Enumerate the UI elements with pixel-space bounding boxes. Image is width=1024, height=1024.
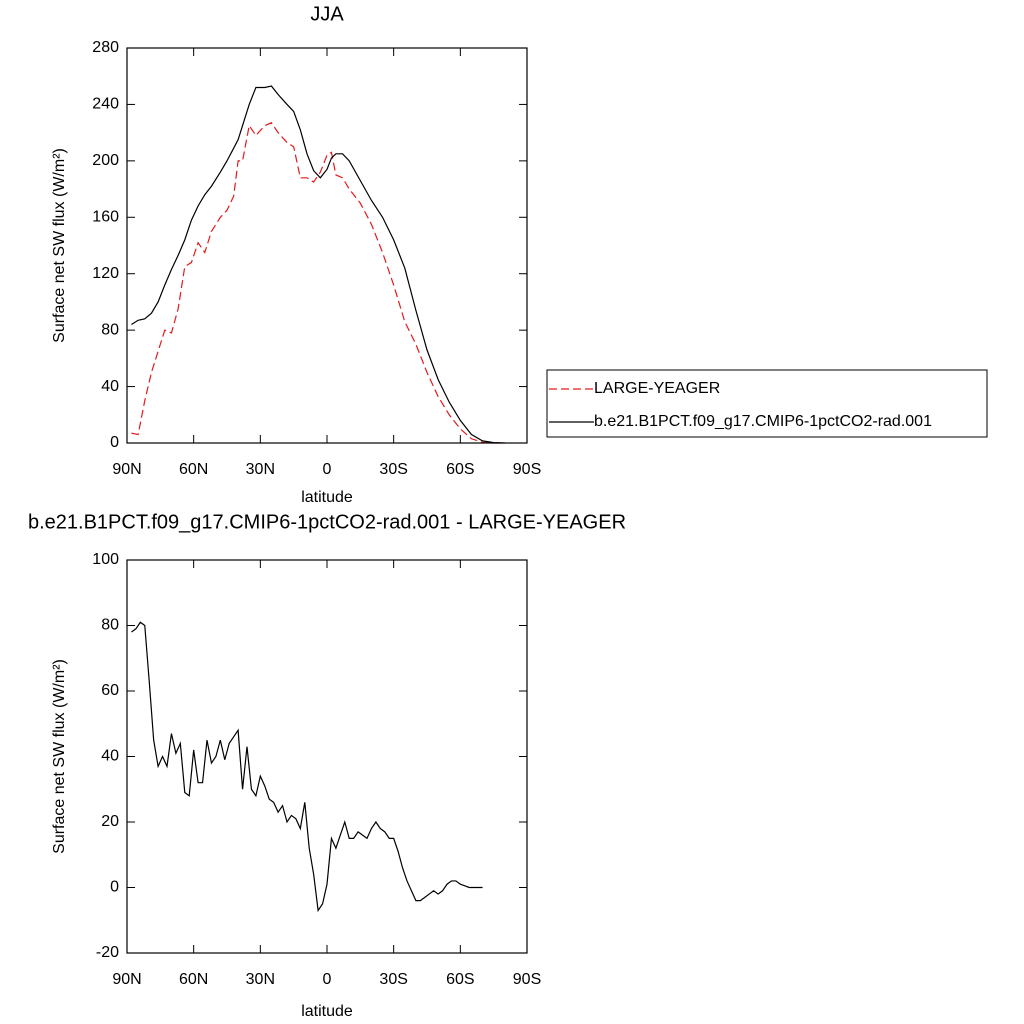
y-tick-label: 280 bbox=[92, 39, 119, 56]
y-tick-label: 100 bbox=[92, 551, 119, 568]
plot-frame bbox=[126, 47, 528, 444]
x-tick-label: 90S bbox=[513, 461, 541, 478]
y-tick-label: 160 bbox=[92, 209, 119, 226]
x-axis-label: latitude bbox=[301, 489, 353, 506]
y-tick-label: 200 bbox=[92, 152, 119, 169]
x-tick-label: 60S bbox=[446, 461, 474, 478]
chart-title: b.e21.B1PCT.f09_g17.CMIP6-1pctCO2-rad.00… bbox=[28, 511, 626, 533]
y-axis-label: Surface net SW flux (W/m²) bbox=[51, 659, 68, 854]
x-tick-label: 90N bbox=[112, 461, 141, 478]
data-line bbox=[131, 85, 505, 444]
legend-label: b.e21.B1PCT.f09_g17.CMIP6-1pctCO2-rad.00… bbox=[594, 413, 932, 430]
x-tick-label: 90S bbox=[513, 971, 541, 988]
legend-box bbox=[546, 369, 988, 438]
y-tick-label: 240 bbox=[92, 96, 119, 113]
data-line bbox=[131, 621, 483, 913]
y-axis-label: Surface net SW flux (W/m²) bbox=[51, 148, 68, 343]
plot-frame bbox=[126, 559, 528, 954]
y-tick-label: 40 bbox=[101, 378, 119, 395]
y-tick-label: -20 bbox=[96, 944, 119, 961]
y-tick-label: 20 bbox=[101, 813, 119, 830]
x-tick-label: 60N bbox=[179, 461, 208, 478]
x-tick-label: 60S bbox=[446, 971, 474, 988]
x-tick-label: 30N bbox=[246, 971, 275, 988]
x-tick-label: 30S bbox=[379, 461, 407, 478]
x-tick-label: 60N bbox=[179, 971, 208, 988]
x-tick-label: 30N bbox=[246, 461, 275, 478]
y-tick-label: 120 bbox=[92, 265, 119, 282]
x-tick-label: 90N bbox=[112, 971, 141, 988]
y-tick-label: 0 bbox=[110, 879, 119, 896]
x-axis-label: latitude bbox=[301, 1003, 353, 1020]
x-tick-label: 0 bbox=[323, 461, 332, 478]
y-tick-label: 80 bbox=[101, 617, 119, 634]
chart-title: JJA bbox=[310, 3, 344, 25]
y-tick-label: 60 bbox=[101, 682, 119, 699]
y-tick-label: 0 bbox=[110, 434, 119, 451]
x-tick-label: 0 bbox=[323, 971, 332, 988]
data-line bbox=[131, 122, 505, 444]
y-tick-label: 80 bbox=[101, 321, 119, 338]
x-tick-label: 30S bbox=[379, 971, 407, 988]
y-tick-label: 40 bbox=[101, 748, 119, 765]
legend-label: LARGE-YEAGER bbox=[594, 380, 720, 397]
